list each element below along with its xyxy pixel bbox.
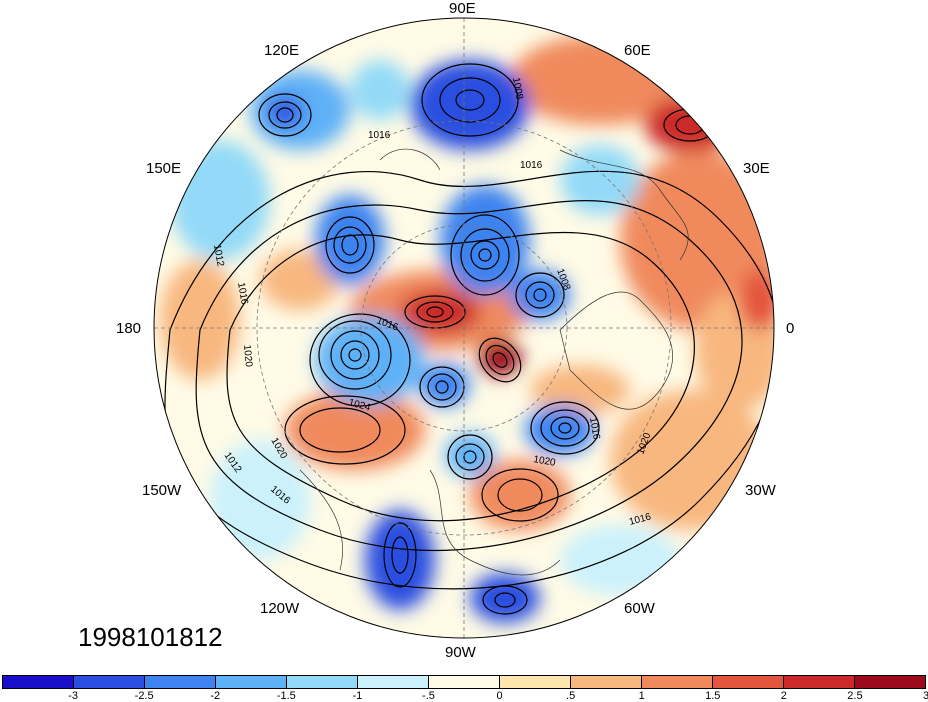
lon-label-90e: 90E xyxy=(449,0,476,17)
colorbar-swatch xyxy=(145,676,216,688)
lon-label-120w: 120W xyxy=(260,600,300,617)
date-stamp: 1998101812 xyxy=(78,622,223,652)
colorbar-swatch xyxy=(74,676,145,688)
graticule xyxy=(154,18,774,638)
polar-map: 1008 1016 1016 1008 1012 1016 1020 1016 … xyxy=(153,17,775,639)
lon-label-30e: 30E xyxy=(743,160,770,177)
isobar-label: 1012 xyxy=(211,244,226,268)
colorbar-tick-label: -3 xyxy=(68,690,78,702)
colorbar-swatch xyxy=(571,676,642,688)
colorbar-tick-label: -1 xyxy=(352,690,363,702)
lon-label-180: 180 xyxy=(116,320,142,337)
coastlines xyxy=(299,148,689,576)
colorbar-tick-label: 0 xyxy=(496,690,503,702)
isobar-label: 1016 xyxy=(587,417,602,441)
colorbar-tick-label: .5 xyxy=(566,690,576,702)
lon-label-60e: 60E xyxy=(624,42,651,59)
colorbar-swatch xyxy=(3,676,74,688)
colorbar-swatch xyxy=(216,676,287,688)
colorbar-swatch xyxy=(358,676,429,688)
colorbar-tick-label: -2 xyxy=(210,690,221,702)
colorbar-tick-label: 2 xyxy=(780,690,787,702)
lon-label-150e: 150E xyxy=(146,160,182,177)
colorbar-swatch xyxy=(713,676,784,688)
isobar-label: 1016 xyxy=(520,160,543,171)
colorbar-swatch xyxy=(287,676,358,688)
isobar-label: 1016 xyxy=(235,282,250,306)
colorbar-tick-label: -2.5 xyxy=(134,690,154,702)
colorbar-swatch xyxy=(855,676,925,688)
isobar-label: 1020 xyxy=(532,454,556,469)
lon-label-30w: 30W xyxy=(745,482,776,499)
colorbar-swatch xyxy=(642,676,713,688)
lon-label-0: 0 xyxy=(786,320,795,337)
colorbar-tick-label: 1.5 xyxy=(705,690,721,702)
colorbar-tick-label: 2.5 xyxy=(847,690,863,702)
isobar-label: 1008 xyxy=(510,77,525,101)
map-boundary xyxy=(153,17,775,639)
anomaly-field xyxy=(154,18,774,638)
colorbar-swatch xyxy=(784,676,855,688)
colorbar-tick-label: 1 xyxy=(638,690,645,702)
isobar-label: 1016 xyxy=(368,130,391,141)
lon-label-90w: 90W xyxy=(445,644,476,661)
colorbar-swatch xyxy=(500,676,571,688)
colorbar-tick-label: 3 xyxy=(922,690,928,702)
isobar-label: 1020 xyxy=(241,344,254,368)
lon-label-150w: 150W xyxy=(142,482,182,499)
colorbar-tick-label: -.5 xyxy=(422,690,435,702)
colorbar xyxy=(2,675,926,689)
lon-label-120e: 120E xyxy=(264,42,300,59)
lon-label-60w: 60W xyxy=(624,600,655,617)
colorbar-tick-label: -1.5 xyxy=(276,690,296,702)
colorbar-swatch xyxy=(429,676,500,688)
